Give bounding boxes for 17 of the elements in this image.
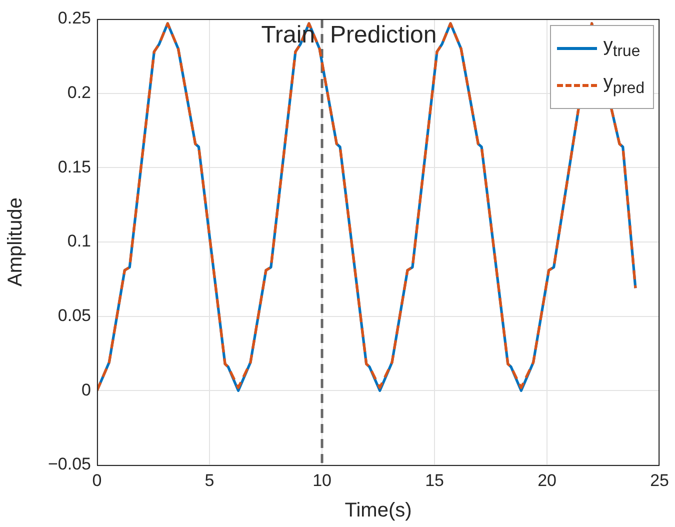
y-tick-label: 0.05 <box>58 306 91 326</box>
legend-label: y$_{pred}$ <box>603 70 645 99</box>
x-axis-title: Time(s) <box>344 500 412 522</box>
x-tick-label: 25 <box>650 470 670 490</box>
y-tick-label: 0 <box>82 380 91 400</box>
x-tick-label: 15 <box>425 470 444 490</box>
y-tick-label: 0.1 <box>67 232 91 251</box>
y-axis-title: Amplitude <box>4 198 27 286</box>
legend-label: y$_{true}$ <box>603 34 640 62</box>
y-tick-label: −0.05 <box>48 454 91 474</box>
annotation: Prediction <box>330 22 437 49</box>
y-tick-label: 0.15 <box>58 157 91 176</box>
x-tick-label: 20 <box>538 470 556 490</box>
x-tick-label: 5 <box>204 470 214 490</box>
x-tick-label: 10 <box>312 470 332 490</box>
y-tick-label: 0.25 <box>58 8 91 28</box>
y-tick-label: 0.2 <box>67 83 91 102</box>
